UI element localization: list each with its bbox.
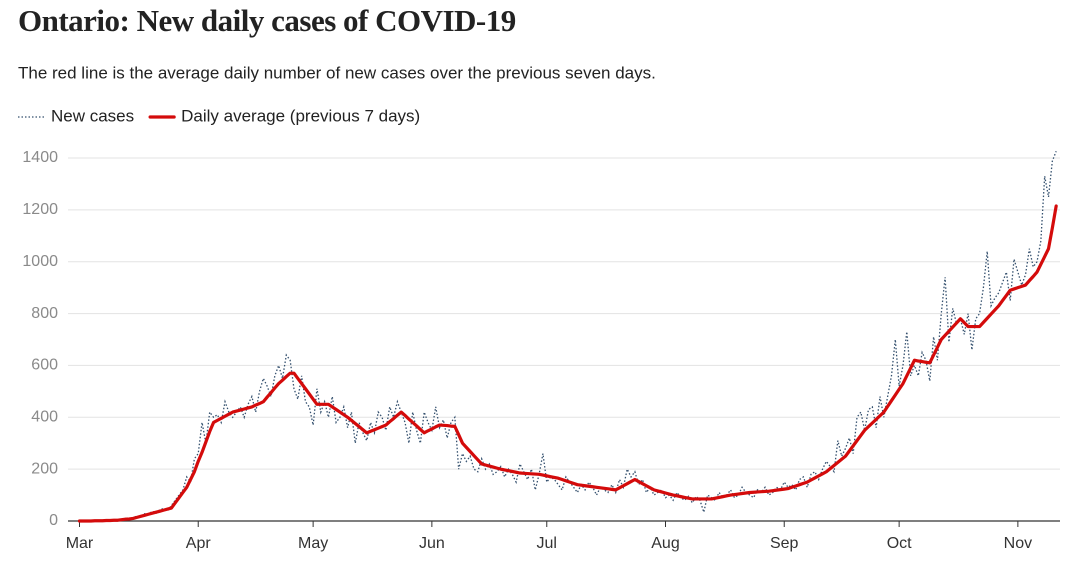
legend-label: Daily average (previous 7 days) (181, 106, 420, 125)
x-tick-label: Nov (1004, 535, 1032, 552)
y-tick-label: 800 (31, 305, 58, 322)
series-line (79, 151, 1057, 522)
y-tick-label: 200 (31, 460, 58, 477)
y-tick-label: 1200 (22, 201, 58, 218)
legend-label: New cases (51, 106, 134, 125)
chart-title: Ontario: New daily cases of COVID-19 (18, 3, 516, 38)
y-tick-label: 0 (49, 512, 58, 529)
y-tick-label: 600 (31, 357, 58, 374)
x-tick-label: Jul (537, 535, 557, 552)
x-tick-label: Sep (770, 535, 799, 552)
y-tick-label: 400 (31, 409, 58, 426)
x-tick-label: Jun (419, 535, 445, 552)
y-tick-label: 1400 (22, 149, 58, 166)
y-tick-label: 1000 (22, 253, 58, 270)
x-tick-label: May (298, 535, 328, 552)
x-tick-label: Mar (66, 535, 94, 552)
chart-subtitle: The red line is the average daily number… (18, 63, 656, 82)
series-line (77, 204, 1058, 523)
x-tick-label: Oct (887, 535, 912, 552)
x-tick-label: Apr (186, 535, 212, 552)
x-tick-label: Aug (651, 535, 679, 552)
